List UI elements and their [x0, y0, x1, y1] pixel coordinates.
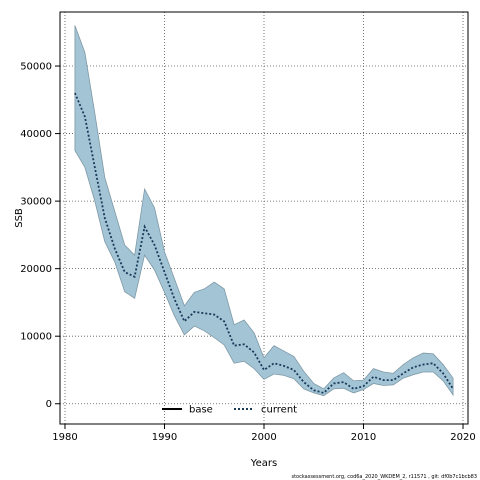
confidence-band: [74, 25, 454, 397]
y-axis-label: SSB: [14, 208, 25, 228]
x-tick-label: 2020: [450, 432, 475, 443]
y-tick-label: 50000: [20, 62, 52, 73]
legend-label-base: base: [189, 405, 213, 416]
x-tick-label: 1980: [52, 432, 77, 443]
x-tick-label: 2010: [351, 432, 376, 443]
footer-credit: stockassessment.org, cod6a_2020_WKDEM_2,…: [291, 474, 477, 480]
y-tick-label: 10000: [20, 332, 52, 343]
x-tick-label: 1990: [152, 432, 177, 443]
y-tick-label: 40000: [20, 129, 52, 140]
x-tick-label: 2000: [251, 432, 276, 443]
y-axis-ticks: 0 10000 20000 30000 40000 50000: [20, 62, 60, 410]
x-axis-ticks: 1980 1990 2000 2010 2020: [52, 424, 476, 443]
legend: base current: [162, 405, 297, 416]
x-axis-label: Years: [250, 458, 277, 469]
y-tick-label: 0: [46, 399, 52, 410]
y-tick-label: 30000: [20, 197, 52, 208]
y-tick-label: 20000: [20, 264, 52, 275]
legend-label-current: current: [261, 405, 297, 416]
grid-lines: [60, 12, 468, 424]
